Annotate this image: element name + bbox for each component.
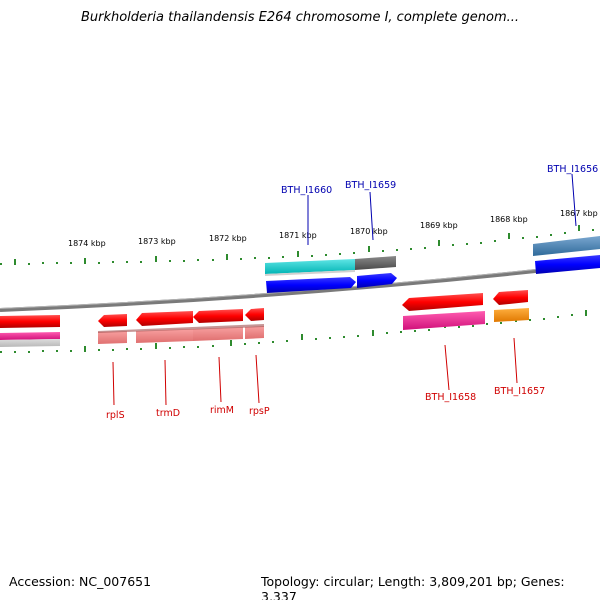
cds-arrow-bth-i1656[interactable] <box>535 255 600 274</box>
cds-arrow-bth-i1660[interactable] <box>266 277 356 293</box>
feature-bar-rpls-salmon[interactable] <box>98 331 127 344</box>
gene-label-trmd[interactable]: trmD <box>156 408 180 419</box>
feature-bar-bth-i1659-gray[interactable] <box>355 256 396 270</box>
tick-label-1870: 1870 kbp <box>350 227 388 236</box>
outer-tick-ring <box>0 225 594 265</box>
forward-cds-track <box>266 255 600 293</box>
tick-label-1869: 1869 kbp <box>420 221 458 230</box>
genome-backbone <box>0 262 600 312</box>
feature-bar-bth-i1657-orange[interactable] <box>494 308 529 322</box>
gene-label-bth-i1659[interactable]: BTH_I1659 <box>345 180 396 191</box>
accession-text: Accession: NC_007651 <box>9 574 152 589</box>
gene-label-rpls[interactable]: rplS <box>106 410 125 421</box>
kbp-tick-labels: 1874 kbp 1873 kbp 1872 kbp 1871 kbp 1870… <box>68 209 598 248</box>
feature-bar-bth-i1660-cyan[interactable] <box>265 259 355 274</box>
map-title: Burkholderia thailandensis E264 chromoso… <box>80 10 520 25</box>
topology-text: Topology: circular; Length: 3,809,201 bp… <box>261 574 565 600</box>
cds-arrow-left-edge[interactable] <box>0 315 60 328</box>
feature-bar-bth-i1658-magenta[interactable] <box>403 311 485 330</box>
gene-labels: BTH_I1660 BTH_I1659 BTH_I1656 rplS trmD … <box>106 164 598 421</box>
gene-label-rpsp[interactable]: rpsP <box>249 406 270 417</box>
feature-bar-rpsp-salmon[interactable] <box>245 326 264 339</box>
inner-tick-ring <box>0 310 587 353</box>
gene-leader-lines <box>112 173 577 406</box>
cds-arrow-bth-i1659[interactable] <box>357 273 397 288</box>
cds-arrow-bth-i1657[interactable] <box>493 290 528 305</box>
cds-arrow-rpls[interactable] <box>98 314 127 327</box>
top-feature-track <box>265 236 600 276</box>
gene-label-bth-i1656[interactable]: BTH_I1656 <box>547 164 598 175</box>
gene-label-bth-i1658[interactable]: BTH_I1658 <box>425 392 476 403</box>
cds-arrow-rpsp[interactable] <box>245 308 264 321</box>
tick-label-1868: 1868 kbp <box>490 215 528 224</box>
tick-label-1867: 1867 kbp <box>560 209 598 218</box>
tick-label-1872: 1872 kbp <box>209 234 247 243</box>
bottom-feature-track <box>0 308 529 347</box>
gene-label-bth-i1657[interactable]: BTH_I1657 <box>494 386 545 397</box>
gene-label-bth-i1660[interactable]: BTH_I1660 <box>281 185 332 196</box>
tick-label-1873: 1873 kbp <box>138 237 176 246</box>
cds-arrow-rimm[interactable] <box>193 309 243 323</box>
gene-label-rimm[interactable]: rimM <box>210 405 234 416</box>
feature-bar-rimm-salmon[interactable] <box>193 327 243 341</box>
reverse-cds-track <box>0 290 528 328</box>
cds-arrow-trmd[interactable] <box>136 311 193 326</box>
cds-arrow-bth-i1658[interactable] <box>402 293 483 311</box>
feature-bar-trmd-salmon[interactable] <box>136 329 193 343</box>
feature-bar-bth-i1656-steel[interactable] <box>533 236 600 256</box>
tick-label-1874: 1874 kbp <box>68 239 106 248</box>
tick-label-1871: 1871 kbp <box>279 231 317 240</box>
feature-bar-left-edge-magenta[interactable] <box>0 332 60 340</box>
